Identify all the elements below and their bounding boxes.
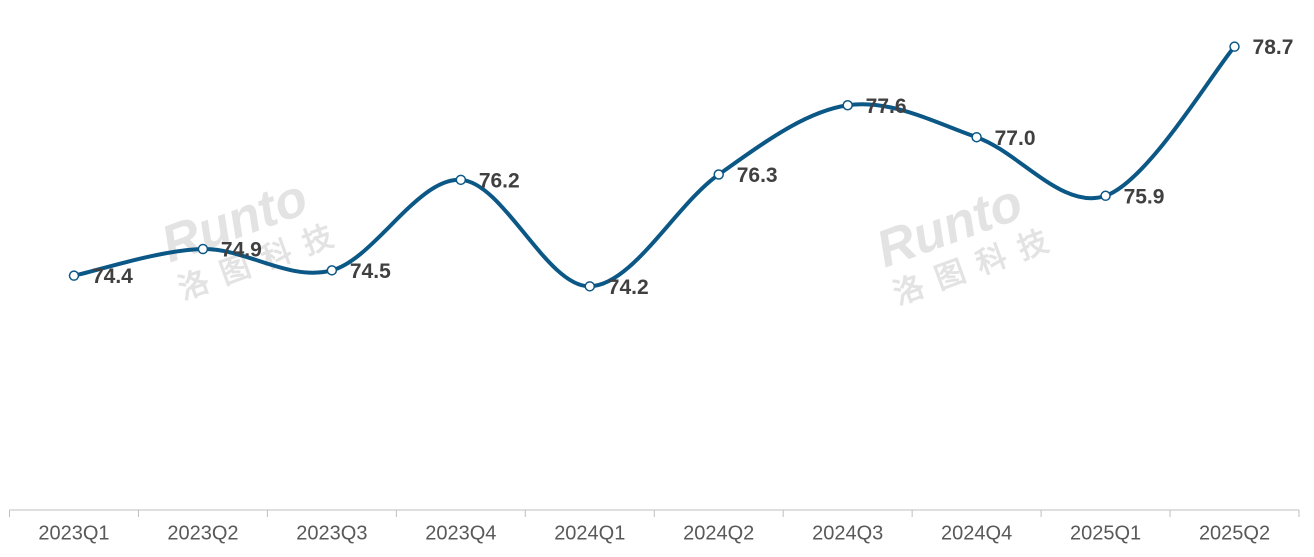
data-label: 78.7 (1253, 36, 1294, 59)
marker (455, 174, 467, 186)
marker (842, 100, 853, 111)
watermark: Runto 洛图科技 (869, 173, 1066, 311)
marker (584, 281, 596, 292)
marker (971, 131, 982, 143)
line (71, 44, 1237, 289)
x-tick-label: 2024Q1 (554, 522, 625, 544)
x-tick-label: 2024Q2 (683, 522, 754, 544)
x-tick-label: 2024Q3 (812, 522, 883, 544)
marker (197, 243, 209, 255)
x-tick-label: 2025Q1 (1070, 522, 1141, 544)
x-tick-label: 2023Q3 (296, 522, 367, 544)
data-label: 77.0 (995, 127, 1036, 150)
data-label: 74.5 (350, 260, 391, 283)
x-tick-label: 2023Q4 (425, 522, 496, 544)
data-label: 74.2 (608, 276, 649, 299)
data-label: 77.6 (866, 95, 907, 118)
x-tick-label: 2023Q1 (38, 522, 109, 544)
data-label: 75.9 (1124, 185, 1165, 208)
x-tick-label: 2024Q4 (941, 522, 1012, 544)
x-tick-label: 2023Q2 (167, 522, 238, 544)
marker (326, 265, 338, 276)
x-tick-label: 2025Q2 (1199, 522, 1270, 544)
marker (1100, 190, 1111, 202)
data-label: 76.2 (479, 169, 520, 192)
data-label: 74.4 (92, 265, 133, 288)
marker (1229, 41, 1240, 52)
data-label: 76.3 (737, 164, 778, 187)
marker (713, 169, 724, 180)
watermark: Runto 洛图科技 (154, 168, 351, 306)
marker (68, 270, 80, 281)
data-label: 74.9 (221, 239, 262, 262)
